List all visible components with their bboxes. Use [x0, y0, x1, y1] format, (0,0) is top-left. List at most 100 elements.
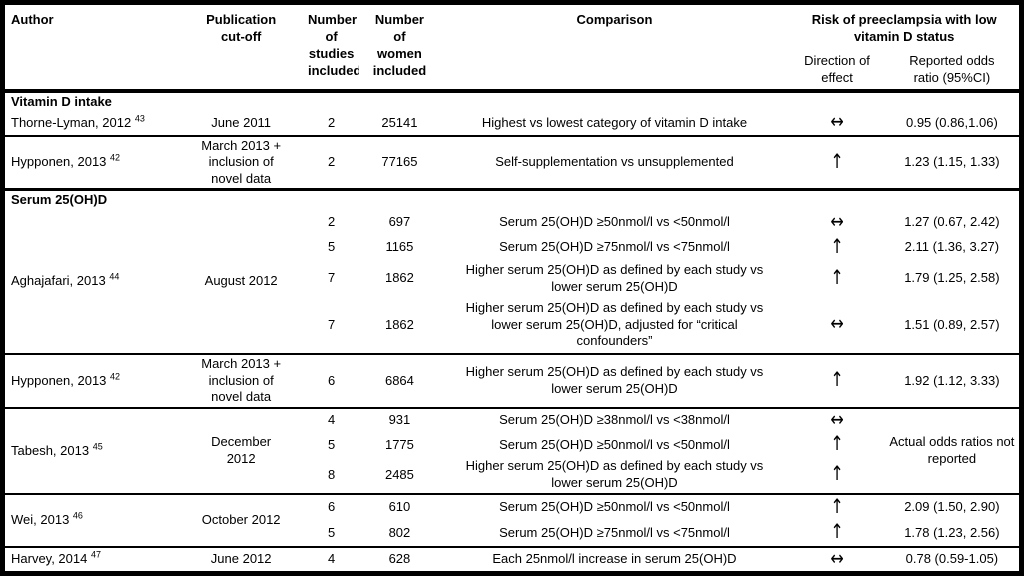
- direction-cell: ↔: [789, 210, 884, 235]
- studies-cell: 7: [327, 316, 336, 332]
- direction-cell: ↑: [789, 354, 884, 408]
- women-cell: 628: [388, 551, 411, 567]
- comparison-cell: Serum 25(OH)D ≥50nmol/l vs <50nmol/l: [499, 436, 730, 452]
- table-row-aghajafari-3: 7 1862 Higher serum 25(OH)D as defined b…: [3, 260, 1022, 297]
- increased-risk-arrow-icon: ↑: [830, 461, 844, 486]
- direction-cell: ↔: [789, 547, 884, 574]
- author-name: Hypponen, 2013: [11, 154, 107, 170]
- author-name: Tabesh, 2013: [11, 442, 90, 458]
- studies-cell: 5: [327, 239, 336, 255]
- women-cell: 1862: [384, 316, 414, 332]
- women-cell: 610: [388, 499, 411, 515]
- table-row-aghajafari-2: 5 1165 Serum 25(OH)D ≥75nmol/l vs <75nmo…: [3, 235, 1022, 260]
- table-row-aghajafari-4: 7 1862 Higher serum 25(OH)D as defined b…: [2, 297, 1022, 355]
- author-cell: Wei, 2013 46: [3, 494, 179, 547]
- women-cell: 6864: [384, 372, 414, 388]
- reference-number: 47: [90, 549, 101, 560]
- author-cell: Hypponen, 2013 42: [3, 354, 179, 408]
- women-cell: 1862: [384, 270, 414, 286]
- comparison-cell: Each 25nmol/l increase in serum 25(OH)D: [492, 551, 737, 567]
- direction-cell: ↑: [789, 521, 884, 547]
- comparison-cell: Self-supplementation vs unsupplemented: [495, 154, 734, 170]
- studies-cell: 2: [327, 214, 336, 230]
- direction-cell: ↑: [789, 457, 884, 493]
- increased-risk-arrow-icon: ↑: [830, 235, 844, 259]
- comparison-cell: Serum 25(OH)D ≥75nmol/l vs <75nmol/l: [499, 524, 730, 540]
- studies-cell: 5: [327, 436, 336, 452]
- reference-number: 42: [110, 371, 121, 382]
- comparison-cell: Higher serum 25(OH)D as defined by each …: [465, 261, 764, 294]
- col-header-direction-of-effect: Direction of effect: [789, 50, 885, 93]
- women-cell: 2485: [384, 466, 414, 482]
- odds-ratio-cell: 2.11 (1.36, 3.27): [904, 239, 1000, 255]
- direction-cell: ↑: [789, 432, 884, 457]
- direction-cell: ↑: [789, 136, 884, 190]
- studies-cell: 7: [327, 270, 336, 286]
- header-row-sub: Direction of effect Reported odds ratio …: [3, 50, 1022, 93]
- women-cell: 931: [388, 412, 411, 428]
- reference-number: 46: [72, 510, 83, 521]
- cutoff-cell: October 2012: [201, 511, 281, 527]
- table-row-wei-2: 5 802 Serum 25(OH)D ≥75nmol/l vs <75nmol…: [2, 521, 1022, 547]
- no-effect-arrow-icon: ↔: [830, 111, 844, 134]
- reference-number: 43: [134, 113, 145, 124]
- no-effect-arrow-icon: ↔: [830, 311, 844, 336]
- odds-ratio-cell: 1.51 (0.89, 2.57): [904, 316, 1000, 332]
- women-cell: 77165: [381, 154, 418, 170]
- cutoff-cell: August 2012: [204, 273, 278, 289]
- table-row-tabesh-3: 8 2485 Higher serum 25(OH)D as defined b…: [2, 457, 1022, 494]
- women-cell: 802: [388, 524, 411, 540]
- studies-cell: 5: [327, 524, 336, 540]
- cutoff-cell: March 2013 + inclusion of novel data: [201, 137, 282, 186]
- studies-cell: 6: [327, 372, 336, 388]
- comparison-cell: Higher serum 25(OH)D as defined by each …: [465, 300, 764, 349]
- increased-risk-arrow-icon: ↑: [830, 149, 844, 173]
- no-effect-arrow-icon: ↔: [830, 546, 844, 570]
- author-name: Wei, 2013: [11, 511, 70, 527]
- women-cell: 697: [388, 214, 411, 230]
- section-row-vitamin-d-intake: Vitamin D intake: [3, 91, 1022, 112]
- reference-number: 42: [110, 152, 121, 163]
- col-header-publication-cutoff: Publication cut-off: [178, 2, 304, 93]
- author-cell: Aghajafari, 2013 44: [3, 210, 179, 354]
- col-header-comparison: Comparison: [439, 2, 790, 93]
- odds-ratio-cell: 0.95 (0.86,1.06): [905, 114, 998, 130]
- comparison-cell: Serum 25(OH)D ≥75nmol/l vs <75nmol/l: [499, 239, 730, 255]
- direction-cell: ↔: [789, 111, 884, 135]
- women-cell: 1165: [385, 239, 414, 255]
- odds-ratio-cell: 1.23 (1.15, 1.33): [904, 154, 1000, 170]
- comparison-cell: Serum 25(OH)D ≥38nmol/l vs <38nmol/l: [499, 412, 730, 428]
- col-header-risk-group: Risk of preeclampsia with low vitamin D …: [811, 12, 997, 45]
- odds-ratio-cell: 1.78 (1.23, 2.56): [904, 524, 1000, 540]
- table-row-harvey: Harvey, 2014 47 June 2012 4 628 Each 25n…: [3, 547, 1022, 574]
- author-name: Thorne-Lyman, 2012: [11, 114, 132, 130]
- women-cell: 1775: [384, 436, 414, 452]
- no-effect-arrow-icon: ↔: [830, 210, 844, 234]
- section-title: Vitamin D intake: [11, 93, 112, 109]
- table-row-hypponen-serum: Hypponen, 2013 42 March 2013 + inclusion…: [2, 354, 1022, 408]
- table-row-thorne-lyman: Thorne-Lyman, 2012 43 June 2011 2 25141 …: [2, 111, 1022, 136]
- women-cell: 25141: [381, 114, 418, 130]
- col-header-num-studies: Number of studies included: [303, 2, 360, 93]
- author-name: Hypponen, 2013: [11, 372, 107, 388]
- direction-cell: ↑: [789, 235, 884, 260]
- cutoff-cell: June 2011: [211, 114, 272, 130]
- col-header-author: Author: [2, 2, 179, 93]
- direction-cell: ↑: [789, 494, 884, 521]
- direction-cell: ↑: [789, 260, 884, 297]
- studies-cell: 4: [327, 412, 336, 428]
- table-header: Author Publication cut-off Number of stu…: [2, 2, 1022, 93]
- odds-ratio-cell: 1.79 (1.25, 2.58): [904, 270, 1000, 286]
- comparison-cell: Serum 25(OH)D ≥50nmol/l vs <50nmol/l: [499, 214, 730, 230]
- reference-number: 44: [109, 271, 120, 282]
- header-row-main: Author Publication cut-off Number of stu…: [2, 2, 1022, 93]
- increased-risk-arrow-icon: ↑: [830, 432, 844, 456]
- odds-ratio-cell: 1.92 (1.12, 3.33): [904, 372, 1000, 388]
- odds-ratio-cell: 0.78 (0.59-1.05): [905, 551, 999, 567]
- studies-cell: 2: [327, 114, 336, 130]
- col-header-num-women: Number of women included: [359, 2, 440, 93]
- author-cell: Thorne-Lyman, 2012 43: [3, 111, 179, 135]
- odds-ratio-cell: 2.09 (1.50, 2.90): [904, 499, 1000, 515]
- studies-cell: 2: [327, 154, 336, 170]
